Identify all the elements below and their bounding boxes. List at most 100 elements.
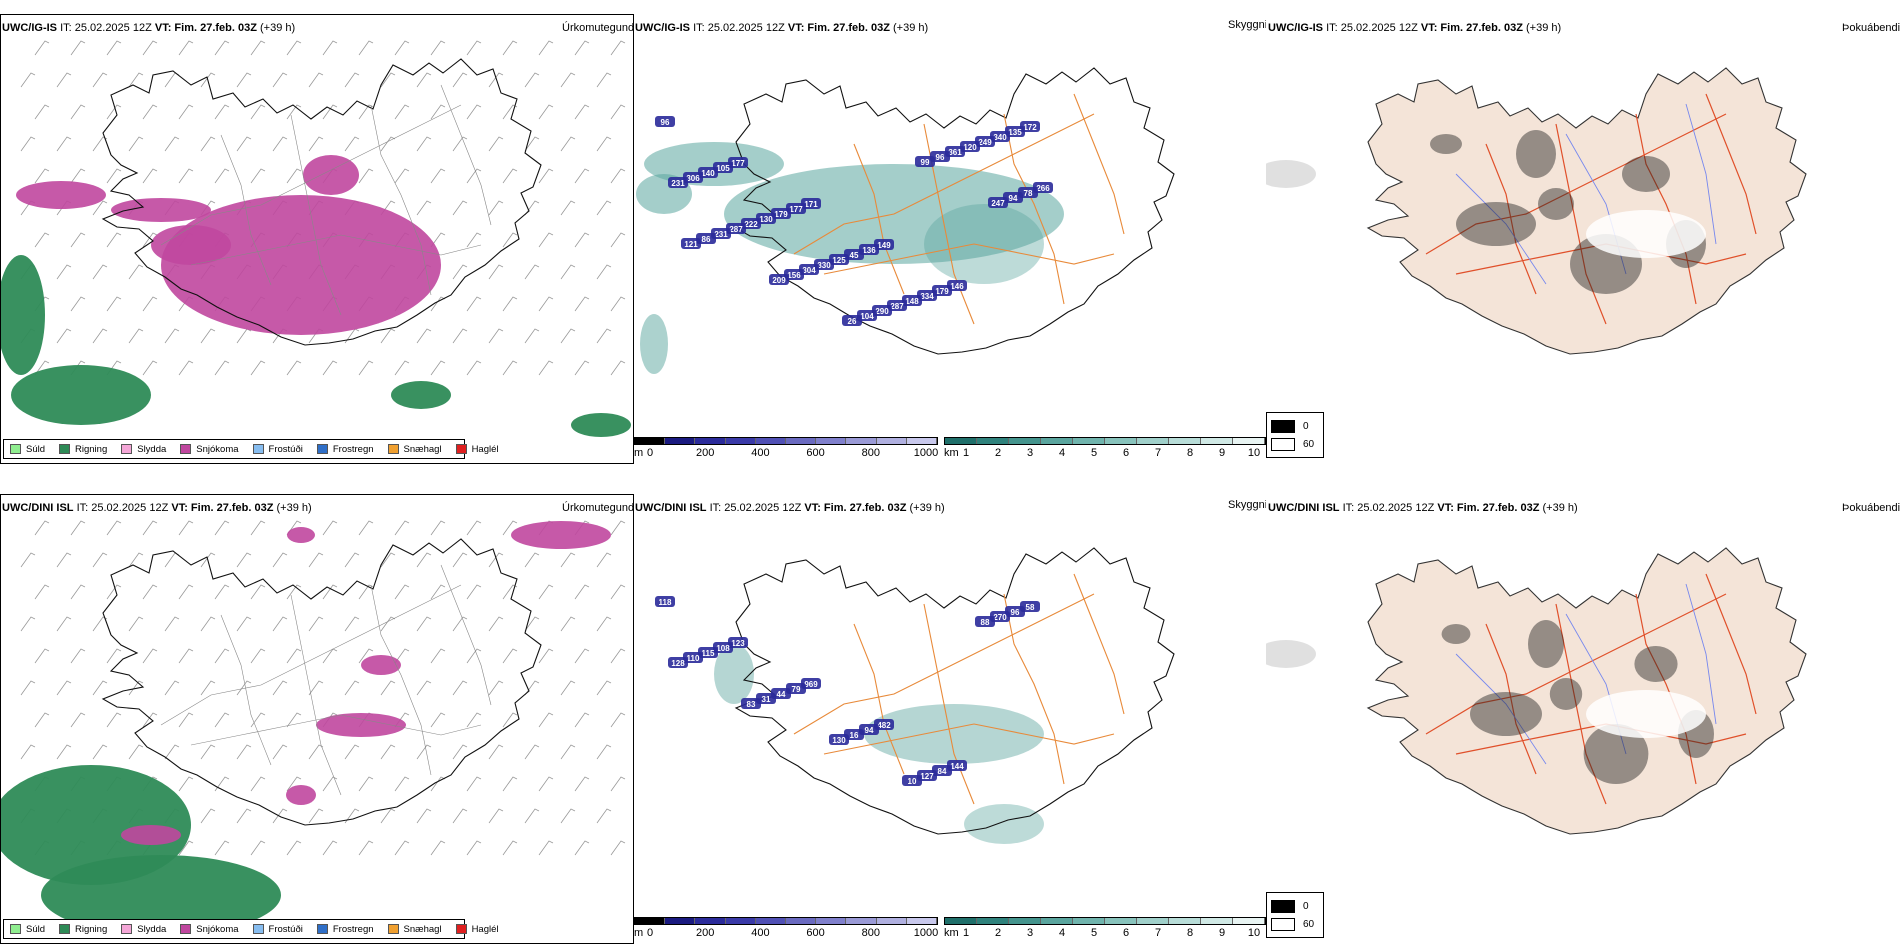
fog-legend-swatch	[1271, 917, 1295, 931]
wind-barb	[178, 360, 194, 376]
wind-barb	[286, 648, 302, 664]
cloud-base-label: 290	[875, 307, 889, 316]
wind-barb	[20, 552, 36, 568]
wind-barb	[20, 136, 36, 152]
wind-barb	[142, 40, 158, 56]
valid-time-prefix: VT:	[154, 22, 172, 34]
wind-barb	[308, 616, 324, 632]
cloud-base-label: 96	[1011, 608, 1020, 617]
vis_bar-colorbar-segments	[944, 917, 1266, 925]
wind-barb	[466, 360, 482, 376]
wind-barb	[416, 136, 432, 152]
legend-label: Snæhagl	[403, 923, 442, 935]
rain-area	[1, 765, 191, 885]
cloud-base-label: 171	[804, 200, 818, 209]
wind-barb	[178, 840, 194, 856]
wind-barb	[178, 712, 194, 728]
wind-barb	[106, 520, 122, 536]
wind-barb	[56, 616, 72, 632]
cloud-base-label: 287	[729, 225, 743, 234]
wind-barb	[92, 616, 108, 632]
colorbar-tick-label: 6	[1122, 927, 1130, 939]
valid-time: Fim. 27.feb. 03Z	[807, 22, 890, 34]
wind-barb	[610, 296, 626, 312]
road-line	[1555, 603, 1607, 805]
wind-barb	[466, 296, 482, 312]
wind-barb	[34, 232, 50, 248]
wind-barb	[452, 264, 468, 280]
wind-barb	[344, 616, 360, 632]
wind-barb	[488, 808, 504, 824]
colorbar-segment	[1233, 918, 1265, 924]
wind-barb	[560, 616, 576, 632]
visibility-area	[714, 644, 754, 704]
wind-barb	[214, 360, 230, 376]
colorbar-segment	[1041, 438, 1073, 444]
wind-barb	[452, 616, 468, 632]
valid-time: Fim. 27.feb. 03Z	[190, 502, 274, 514]
wind-barb	[142, 648, 158, 664]
wind-barb	[142, 232, 158, 248]
wind-barb	[92, 72, 108, 88]
cloud-base-label: 99	[921, 158, 930, 167]
wind-barb	[502, 168, 518, 184]
wind-barb	[560, 552, 576, 568]
colorbar-tick-label: 3	[1026, 927, 1034, 939]
legend-item-haglel: Haglél	[455, 924, 499, 935]
wind-barb	[430, 232, 446, 248]
wind-barb	[200, 136, 216, 152]
wind-barb	[214, 584, 230, 600]
cloud-title-top: Skyggni	[1228, 19, 1268, 31]
colorbar-segment	[1201, 438, 1233, 444]
colorbar-segment	[1137, 438, 1169, 444]
legend-swatch	[387, 924, 399, 934]
wind-barb	[538, 648, 554, 664]
cloud-base-label: 177	[789, 205, 803, 214]
iceland-outline	[101, 538, 542, 826]
wind-barb	[466, 40, 482, 56]
wind-barb	[560, 72, 576, 88]
fog-map-top	[1266, 67, 1807, 355]
road-line	[1635, 593, 1697, 785]
colorbar-segment	[945, 918, 977, 924]
cloud-base-label: 266	[1036, 184, 1050, 193]
cloud-base-label: 247	[991, 199, 1005, 208]
precip-panel-top: Súld Rigning Slydda Snjókoma Frostúði Frostre…	[0, 14, 634, 464]
wind-barb	[358, 776, 374, 792]
wind-barb	[20, 744, 36, 760]
valid-time: Fim. 27.feb. 03Z	[1456, 502, 1540, 514]
wind-barb	[416, 200, 432, 216]
river-line	[1455, 653, 1547, 765]
precip-title-top: Úrkomutegund	[562, 22, 635, 34]
visibility-colorbar-bottom: km 1 2 3 4 5 6 7 8 9 10	[944, 917, 1266, 943]
wind-barb	[236, 552, 252, 568]
wind-barb	[394, 584, 410, 600]
wind-barb	[574, 40, 590, 56]
legend-item-sn-hagl: Snæhagl	[387, 923, 442, 935]
colorbar-tick-label: 8	[1186, 447, 1194, 459]
wind-barb	[466, 168, 482, 184]
cloud-base-label: 156	[787, 271, 801, 280]
wind-barb	[142, 584, 158, 600]
wind-barb	[538, 360, 554, 376]
legend-item-frostu-i: Frostúði	[252, 924, 303, 935]
wind-barb	[272, 744, 288, 760]
cloud-cell	[915, 156, 935, 167]
colorbar-segment	[846, 438, 877, 444]
legend-swatch	[316, 444, 328, 454]
wind-barb	[488, 264, 504, 280]
wind-barb	[286, 840, 302, 856]
fog-legend-row: 0	[1271, 417, 1319, 435]
wind-barb	[596, 744, 612, 760]
wind-barb	[236, 72, 252, 88]
wind-barb	[70, 232, 86, 248]
legend-label: Frostúði	[268, 443, 303, 455]
wind-barb	[394, 168, 410, 184]
cloud-cell	[975, 616, 995, 627]
cloud-base-label: 361	[948, 148, 962, 157]
colorbar-tick-label: 2	[994, 927, 1002, 939]
cloud-cell	[655, 596, 675, 607]
legend-label: Snæhagl	[403, 443, 442, 455]
fog-legend-bottom: 0 60	[1266, 892, 1324, 938]
wind-barb	[308, 72, 324, 88]
